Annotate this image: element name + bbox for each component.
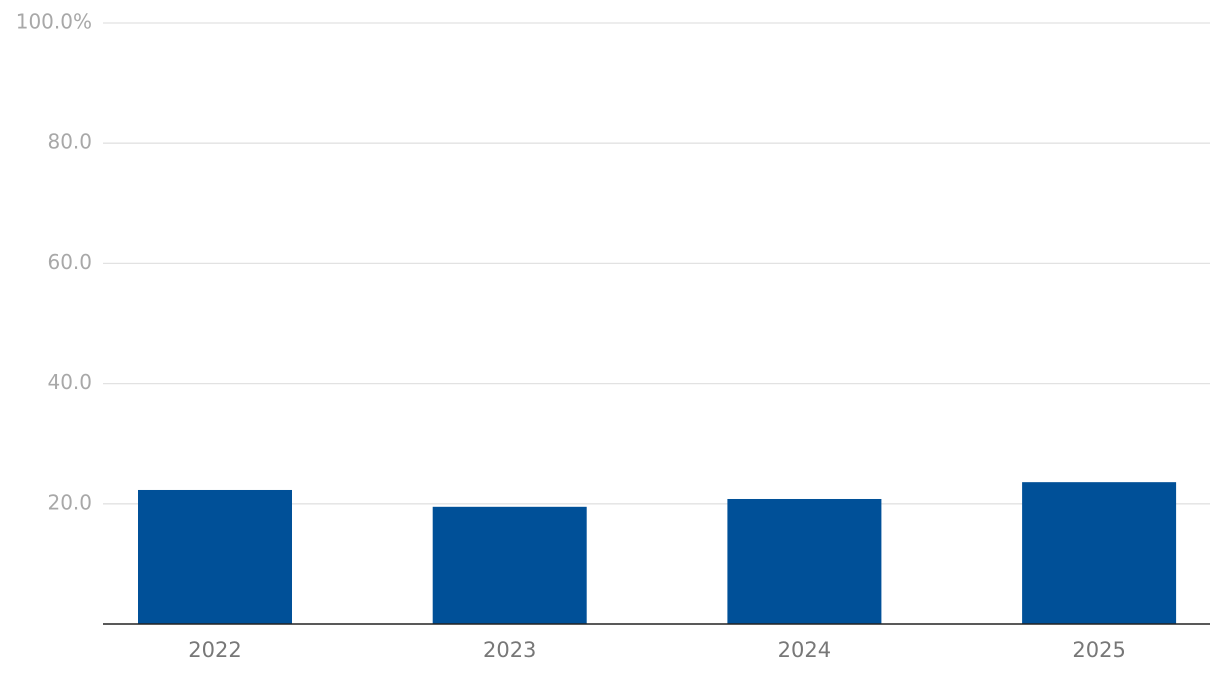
y-tick-label: 60.0 bbox=[47, 250, 92, 274]
bar bbox=[1022, 482, 1177, 624]
x-tick-label: 2023 bbox=[483, 638, 536, 662]
bar bbox=[138, 489, 292, 624]
y-tick-label: 100.0% bbox=[16, 10, 92, 34]
y-tick-label: 80.0 bbox=[47, 130, 92, 154]
bar bbox=[727, 498, 882, 624]
x-tick-label: 2025 bbox=[1072, 638, 1125, 662]
y-tick-label: 40.0 bbox=[47, 370, 92, 394]
x-tick-label: 2024 bbox=[778, 638, 831, 662]
x-tick-label: 2022 bbox=[188, 638, 241, 662]
y-tick-label: 20.0 bbox=[47, 490, 92, 514]
bar bbox=[432, 506, 587, 624]
